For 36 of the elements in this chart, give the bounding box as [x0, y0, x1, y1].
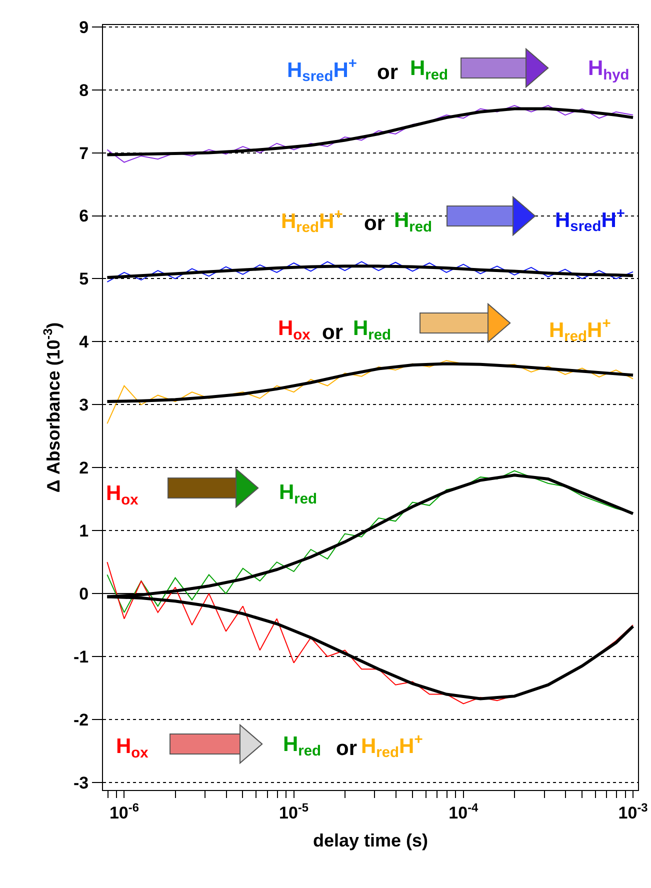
annotation: H$_{sred}$H$^{+}$: [555, 206, 625, 236]
x-tick-label: 10$^{-6}$: [109, 800, 140, 822]
y-tick-label: 0: [79, 584, 89, 604]
annotation: H$_{red}$H$^{+}$: [361, 732, 423, 762]
annotation: H$_{ox}$: [106, 482, 140, 508]
y-tick-label: 9: [79, 18, 89, 37]
x-axis-title: delay time (s): [312, 830, 428, 850]
annotation: H$_{red}$: [410, 57, 448, 84]
annotation: or: [322, 321, 343, 344]
y-tick-label: 8: [79, 80, 89, 100]
annotation: H$_{red}$: [394, 209, 432, 236]
y-tick-label: 7: [79, 144, 89, 163]
y-tick-label: 6: [79, 206, 89, 226]
y-tick-label: 2: [79, 458, 89, 478]
annotation: H$_{red}$H$^{+}$: [549, 316, 611, 346]
annotation: H$_{hyd}$: [588, 57, 630, 84]
annotation: or: [336, 737, 357, 760]
annotation: H$_{ox}$: [278, 317, 312, 344]
annotation: H$_{red}$H$^{+}$: [281, 207, 343, 236]
annotation: H$_{ox}$: [116, 735, 150, 762]
y-tick-label: -3: [73, 773, 89, 792]
x-tick-label: 10$^{-4}$: [448, 800, 479, 822]
y-tick-label: 4: [79, 332, 90, 352]
y-tick-label: -2: [73, 710, 89, 730]
annotation: H$_{sred}$H$^{+}$: [287, 56, 357, 86]
x-tick-label: 10$^{-3}$: [618, 800, 648, 822]
annotation: or: [364, 212, 385, 235]
annotation: H$_{red}$: [279, 481, 318, 508]
y-tick-label: 5: [79, 270, 89, 289]
annotation: or: [377, 61, 398, 84]
y-tick-label: 3: [79, 396, 89, 415]
y-tick-label: 1: [79, 522, 89, 541]
y-tick-label: -1: [73, 647, 89, 666]
annotation: H$_{red}$: [283, 733, 322, 760]
x-tick-label: 10$^{-5}$: [279, 800, 309, 822]
annotation: H$_{red}$: [353, 317, 392, 344]
